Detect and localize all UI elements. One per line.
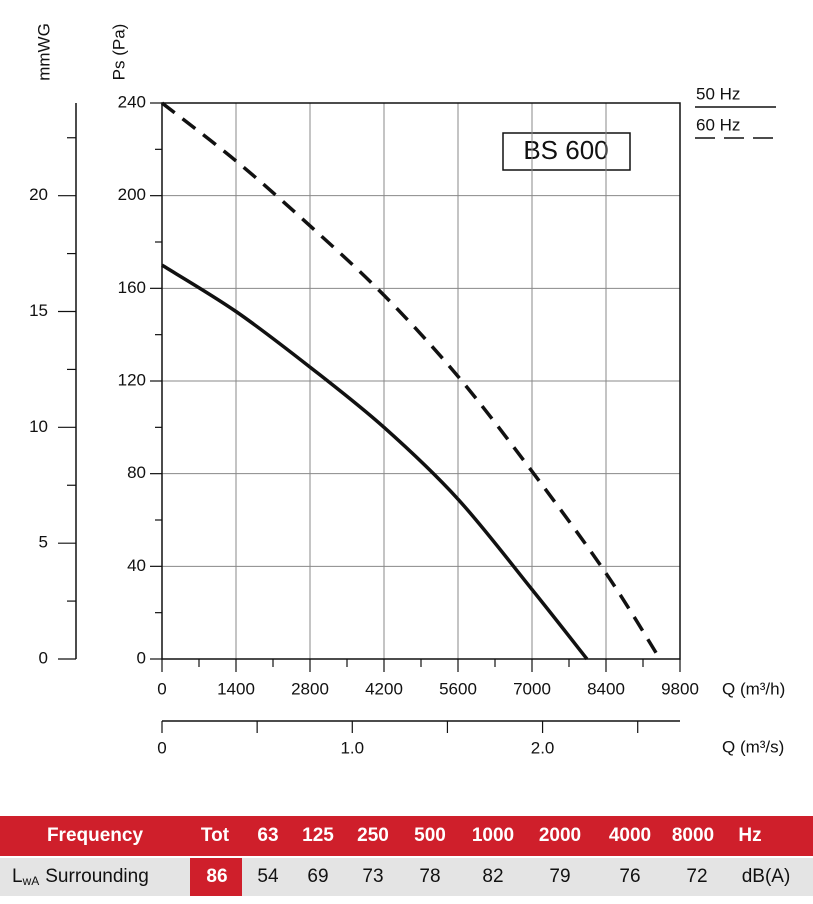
row-label-part: L bbox=[12, 866, 23, 887]
table-cell: 86 bbox=[206, 866, 227, 887]
y-tick-label: 240 bbox=[118, 92, 146, 111]
table-header-cell: Hz bbox=[738, 825, 761, 846]
y2-tick-label: 20 bbox=[29, 185, 48, 204]
table-cell: 82 bbox=[482, 866, 503, 887]
y2-tick-label: 5 bbox=[39, 533, 48, 552]
x2-axis-label: Q (m³/s) bbox=[722, 737, 784, 756]
table-header-cell: 2000 bbox=[539, 825, 581, 846]
y2-tick-label: 0 bbox=[39, 648, 48, 667]
table-header-cell: 4000 bbox=[609, 825, 651, 846]
x2-tick-label: 2.0 bbox=[531, 738, 555, 757]
chart-title: BS 600 bbox=[523, 135, 608, 165]
table-cell: 79 bbox=[549, 866, 570, 887]
table-header-cell: 8000 bbox=[672, 825, 714, 846]
table-cell: 78 bbox=[419, 866, 440, 887]
y-tick-label: 160 bbox=[118, 278, 146, 297]
table-cell: 76 bbox=[619, 866, 640, 887]
curve bbox=[160, 101, 662, 660]
table-header-cell: 500 bbox=[414, 825, 446, 846]
x-tick-label: 0 bbox=[157, 679, 166, 698]
y2-tick-label: 15 bbox=[29, 301, 48, 320]
table-cell: 72 bbox=[686, 866, 707, 887]
title-box bbox=[502, 132, 631, 171]
table-header-cell: Tot bbox=[201, 825, 230, 846]
x2-tick-label: 0 bbox=[157, 738, 166, 757]
y2-tick-label: 10 bbox=[29, 417, 48, 436]
tot-column-bg bbox=[190, 858, 242, 896]
table-cell: 69 bbox=[307, 866, 328, 887]
x-tick-label: 8400 bbox=[587, 679, 625, 698]
x-tick-label: 9800 bbox=[661, 679, 699, 698]
x-tick-label: 1400 bbox=[217, 679, 255, 698]
table-cell: 54 bbox=[257, 866, 279, 887]
y-tick-label: 0 bbox=[137, 648, 146, 667]
table-header-bg bbox=[0, 816, 813, 856]
x-axis-label: Q (m³/h) bbox=[722, 679, 785, 698]
x-tick-label: 5600 bbox=[439, 679, 477, 698]
x2-tick-label: 1.0 bbox=[340, 738, 364, 757]
legend-label: 60 Hz bbox=[696, 115, 740, 134]
table-header-cell: 1000 bbox=[472, 825, 514, 846]
y-axis-label: Ps (Pa) bbox=[109, 24, 128, 81]
row-label-part: wA bbox=[22, 874, 40, 888]
table-header-cell: 125 bbox=[302, 825, 334, 846]
y-tick-label: 80 bbox=[127, 463, 146, 482]
y-tick-label: 120 bbox=[118, 370, 146, 389]
table-header-cell: 250 bbox=[357, 825, 389, 846]
plot-frame bbox=[161, 102, 681, 660]
y2-axis-label: mmWG bbox=[34, 23, 53, 81]
table-unit: dB(A) bbox=[742, 866, 791, 887]
legend-label: 50 Hz bbox=[696, 84, 740, 103]
table-header-cell: Frequency bbox=[47, 825, 144, 846]
table-row-bg bbox=[0, 858, 813, 896]
curve bbox=[161, 263, 589, 661]
y-tick-label: 200 bbox=[118, 185, 146, 204]
table-cell: 73 bbox=[362, 866, 383, 887]
y-tick-label: 40 bbox=[127, 556, 146, 575]
x-tick-label: 7000 bbox=[513, 679, 551, 698]
row-label: LwA Surrounding bbox=[12, 866, 149, 888]
table-header-cell: 63 bbox=[257, 825, 278, 846]
x-tick-label: 2800 bbox=[291, 679, 329, 698]
x-tick-label: 4200 bbox=[365, 679, 403, 698]
row-label-part: Surrounding bbox=[45, 866, 149, 887]
